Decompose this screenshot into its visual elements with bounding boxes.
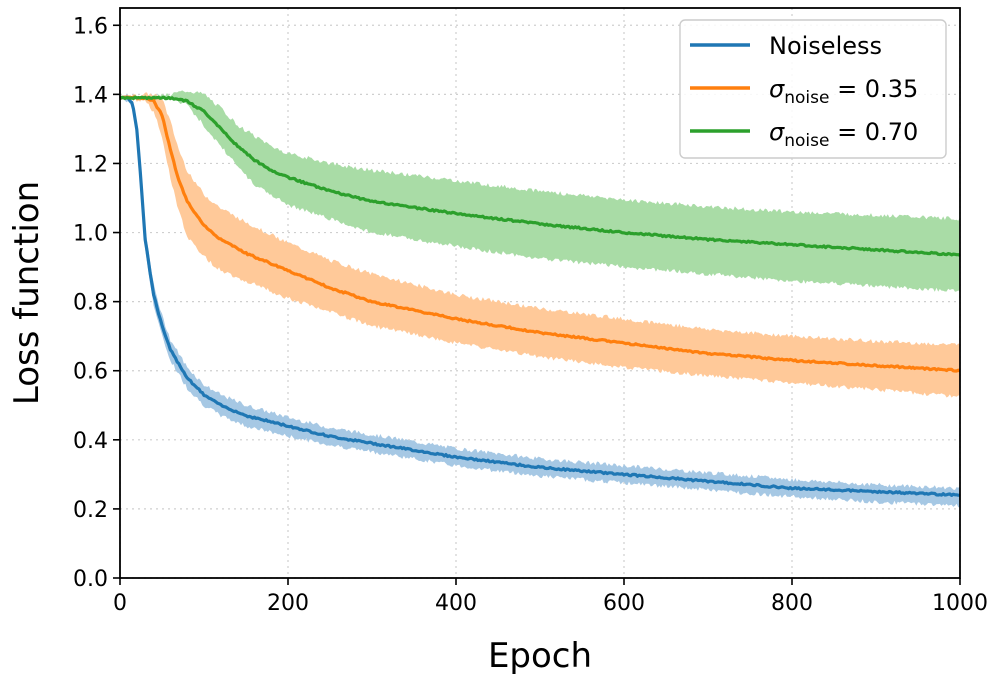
x-tick-label: 0 [113,591,127,616]
y-tick-label: 0.6 [73,360,108,385]
x-axis-label: Epoch [488,636,592,676]
legend-label: σnoise = 0.35 [769,75,918,108]
y-tick-label: 0.2 [73,498,108,523]
x-tick-label: 800 [771,591,813,616]
y-tick-label: 1.0 [73,222,108,247]
x-tick-label: 600 [603,591,645,616]
series-3-line [119,95,961,257]
y-tick-label: 0.4 [73,429,108,454]
y-axis-ticks: 0.0 0.2 0.4 0.6 0.8 1.0 1.2 1.4 1.6 [73,14,120,592]
y-tick-label: 1.4 [73,83,108,108]
legend: Noiseless σnoise = 0.35 σnoise = 0.70 [679,19,947,159]
y-tick-label: 0.8 [73,291,108,316]
y-tick-label: 0.0 [73,567,108,592]
x-axis-ticks: 0 200 400 600 800 1000 [113,578,988,616]
series-2-line [119,95,961,373]
y-tick-label: 1.6 [73,14,108,39]
legend-label: σnoise = 0.70 [769,118,918,151]
legend-box [679,19,947,159]
y-tick-label: 1.2 [73,152,108,177]
legend-label: Noiseless [769,32,882,60]
plot-frame [119,7,961,579]
x-tick-label: 400 [435,591,477,616]
series-lines [119,95,961,497]
x-tick-label: 1000 [932,591,988,616]
x-tick-label: 200 [267,591,309,616]
series-1-line [119,95,961,497]
y-axis-label: Loss function [7,181,47,405]
